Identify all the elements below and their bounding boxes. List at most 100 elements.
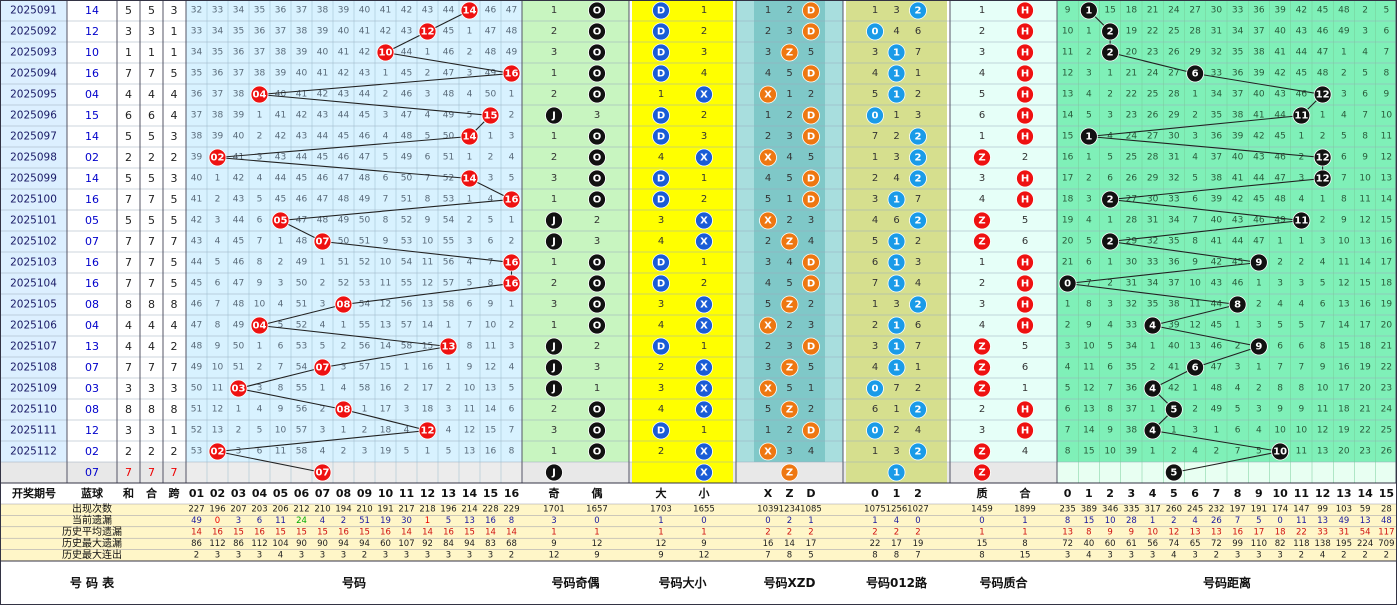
prime-ball — [1016, 22, 1034, 41]
xzd-miss-count: 3 — [765, 257, 771, 268]
distance-miss-count: 10 — [1317, 384, 1329, 394]
kua-value: 4 — [171, 109, 178, 122]
hop-miss-count: 1 — [278, 237, 284, 247]
distance-miss-count: 20 — [1126, 48, 1138, 58]
xzd-miss-count: 2 — [786, 110, 792, 121]
road-ball-label: 2 — [915, 216, 922, 227]
parity-miss-count: 1 — [551, 68, 557, 79]
hop-miss-count: 4 — [404, 426, 410, 436]
distance-miss-count: 25 — [1126, 153, 1137, 163]
header-distance-number: 3 — [1128, 487, 1136, 500]
size-ball-label: D — [657, 258, 665, 269]
prime-ball — [1016, 295, 1034, 314]
parity-ball-label: O — [593, 258, 602, 269]
distance-miss-count: 9 — [1341, 216, 1347, 226]
distance-miss-count: 38 — [1232, 111, 1244, 121]
stats-prime-value: 15 — [1020, 550, 1031, 560]
stats-hop-value: 206 — [272, 505, 288, 515]
hop-miss-count: 47 — [359, 153, 370, 163]
distance-miss-count: 14 — [1083, 426, 1095, 436]
hop-miss-count: 54 — [359, 300, 371, 310]
size-miss-count: 2 — [701, 278, 707, 289]
distance-ball-label: 2 — [1107, 237, 1114, 248]
stats-hop-value: 6 — [257, 516, 262, 526]
parity-ball — [588, 190, 606, 209]
hop-miss-count: 6 — [383, 174, 389, 184]
distance-miss-count: 16 — [1062, 153, 1074, 163]
hop-miss-count: 6 — [257, 216, 263, 226]
road-miss-count: 2 — [893, 131, 899, 142]
distance-miss-count: 44 — [1211, 300, 1223, 310]
distance-miss-count: 46 — [1274, 153, 1286, 163]
forecast-size-ball-label: X — [700, 468, 708, 479]
hop-ball-label: 08 — [337, 405, 351, 416]
stats-distance-value: 147 — [1293, 505, 1309, 515]
hop-ball — [418, 22, 437, 41]
hop-miss-count: 2 — [467, 216, 473, 226]
stats-parity-value: 1 — [551, 528, 556, 538]
hop-miss-count: 37 — [233, 69, 244, 79]
distance-miss-count: 39 — [1126, 447, 1138, 457]
hop-miss-count: 46 — [233, 258, 245, 268]
size-ball — [652, 127, 670, 146]
distance-miss-count: 12 — [1317, 426, 1328, 436]
parity-ball — [545, 358, 563, 377]
stats-hop-value: 194 — [335, 505, 351, 515]
stats-distance-value: 3 — [1065, 550, 1070, 560]
distance-miss-count: 45 — [1253, 195, 1264, 205]
distance-miss-count: 32 — [1147, 237, 1158, 247]
hezhi-value: 8 — [148, 403, 155, 416]
stats-prime-value: 1 — [979, 528, 984, 538]
size-ball — [652, 169, 670, 188]
hop-miss-count: 35 — [191, 69, 202, 79]
distance-miss-count: 1 — [1235, 321, 1241, 331]
xzd-ball-label: D — [807, 111, 815, 122]
distance-miss-count: 1 — [1065, 300, 1071, 310]
hop-miss-count: 36 — [212, 69, 224, 79]
parity-miss-count: 2 — [551, 278, 557, 289]
distance-miss-count: 4 — [1256, 426, 1262, 436]
xzd-ball — [780, 295, 799, 314]
road-ball-label: 2 — [915, 174, 922, 185]
prime-ball-label: H — [1021, 321, 1029, 332]
parity-miss-count: 3 — [594, 362, 600, 373]
stats-hop-value: 94 — [359, 539, 370, 549]
header-kua: 跨 — [169, 486, 181, 500]
hop-miss-count: 15 — [485, 426, 496, 436]
stats-hop-value: 3 — [320, 550, 325, 560]
distance-miss-count: 7 — [1065, 426, 1071, 436]
stats-xzd-value: 2 — [787, 516, 792, 526]
hop-miss-count: 48 — [443, 90, 455, 100]
size-ball — [695, 148, 713, 167]
stats-parity-value: 1701 — [543, 505, 565, 515]
header-distance-number: 7 — [1213, 487, 1221, 500]
road-miss-count: 6 — [893, 215, 899, 226]
distance-miss-count: 33 — [1168, 195, 1179, 205]
distance-miss-count: 19 — [1062, 216, 1074, 226]
stats-distance-value: 82 — [1275, 539, 1286, 549]
header-distance-number: 6 — [1191, 487, 1199, 500]
hop-miss-count: 42 — [317, 90, 328, 100]
hop-miss-count: 3 — [341, 363, 347, 373]
hop-miss-count: 4 — [278, 300, 284, 310]
distance-miss-count: 4 — [1192, 153, 1198, 163]
stats-distance-value: 1 — [1150, 516, 1155, 526]
prime-ball — [1016, 64, 1034, 83]
stats-hop-value: 49 — [191, 516, 202, 526]
hezhi-value: 3 — [148, 424, 155, 437]
footer-road-label: 号码012路 — [866, 575, 928, 590]
size-miss-count: 4 — [658, 152, 664, 163]
prime-ball-label: H — [1021, 69, 1029, 80]
distance-miss-count: 29 — [1168, 111, 1180, 121]
hop-ball-label: 03 — [232, 384, 246, 395]
distance-miss-count: 43 — [1211, 279, 1222, 289]
blue-ball-value: 08 — [85, 403, 99, 416]
header-hop-number: 04 — [252, 487, 268, 500]
distance-miss-count: 3 — [1362, 27, 1368, 37]
road-ball — [866, 421, 884, 440]
hop-miss-count: 52 — [296, 321, 307, 331]
xzd-miss-count: 4 — [808, 446, 814, 457]
hop-miss-count: 56 — [359, 342, 371, 352]
distance-miss-count: 6 — [1086, 258, 1092, 268]
distance-miss-count: 34 — [1232, 27, 1244, 37]
